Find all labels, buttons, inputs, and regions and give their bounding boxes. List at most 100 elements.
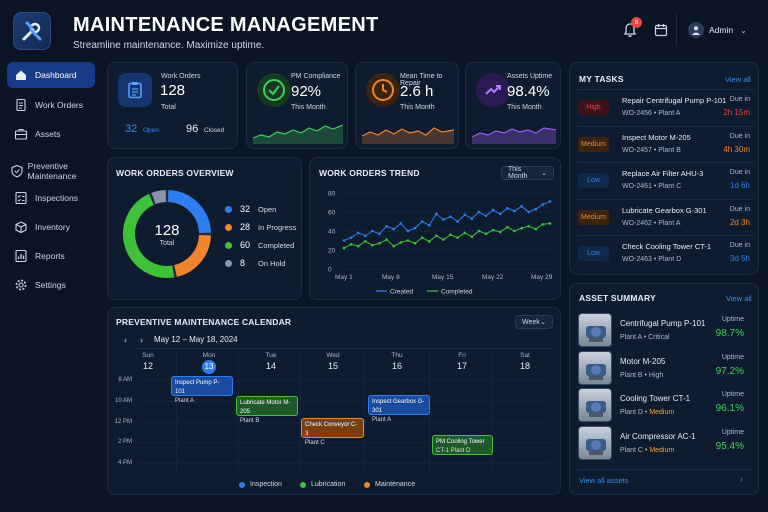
data-point-created (513, 209, 516, 213)
x-tick-label: May 29 (531, 274, 553, 281)
event-sub: Plant B (240, 418, 260, 424)
y-tick-label: 20 (328, 248, 336, 255)
data-point-completed (449, 233, 452, 237)
data-point-completed (420, 236, 424, 239)
asset-item[interactable]: Cooling Tower CT-1 Plant D • Medium Uptime… (578, 388, 754, 424)
sparkline-uptime (472, 127, 556, 144)
day-name: Thu (391, 352, 403, 359)
calendar-day-fri[interactable]: Fri 17 (431, 352, 493, 371)
calendar-event[interactable]: Inspect Gearbox G-301 Plant A (368, 395, 430, 423)
trend-range-select[interactable]: This Month ⌄ (501, 166, 554, 180)
day-name: Tue (265, 352, 277, 359)
data-point-created (456, 220, 459, 223)
data-point-completed (427, 240, 431, 243)
data-point-created (548, 200, 552, 203)
event-sub: Plant A (175, 398, 195, 404)
column-divider (176, 350, 177, 472)
kpi-pm-compliance[interactable]: PM Compliance 92% This Month (246, 62, 348, 149)
data-point-created (385, 224, 388, 228)
calendar-event[interactable]: Check Conveyor C-3 Plant C (301, 418, 364, 446)
calendar-icon (654, 24, 668, 37)
data-point-created (378, 232, 381, 236)
sidebar-item-inspections[interactable]: Inspections (7, 185, 95, 211)
calendar-button[interactable] (654, 23, 668, 42)
sidebar-item-reports[interactable]: Reports (7, 243, 95, 269)
prev-week-button[interactable]: ‹ (124, 335, 127, 345)
sidebar-item-preventive-maintenance[interactable]: Preventive Maintenance (7, 154, 95, 188)
asset-item[interactable]: Air Compressor AC-1 Plant C • Medium Uptim… (578, 425, 754, 462)
sidebar-item-work-orders[interactable]: Work Orders (7, 92, 95, 118)
calendar-day-mon[interactable]: Mon 13 (178, 352, 240, 374)
kpi-work-orders[interactable]: Work Orders 128 Total 32 Open 96 Closed (107, 62, 238, 149)
kpi-mttr[interactable]: Mean Time to Repair 2.6 h This Month (355, 62, 459, 149)
user-menu[interactable]: Admin ⌄ (688, 22, 747, 38)
uptime-label: Uptime (721, 353, 744, 361)
priority-badge: Low (578, 173, 609, 188)
sidebar-item-dashboard[interactable]: Dashboard (7, 62, 95, 88)
legend-item-in-progress: 28 In Progress (225, 222, 296, 232)
task-item[interactable]: Medium Inspect Motor M-205 WO-2457 • Plant… (578, 125, 754, 162)
sidebar-item-inventory[interactable]: Inventory (7, 214, 95, 240)
donut-slice-completed (123, 193, 175, 278)
task-item[interactable]: High Repair Centrifugal Pump P-101 WO-2456… (578, 89, 754, 125)
kpi-uptime[interactable]: Assets Uptime 98.4% This Month (465, 62, 561, 149)
calendar-event[interactable]: Lubricate Motor M-205 Plant B (236, 396, 298, 424)
asset-item[interactable]: Centrifugal Pump P-101 Plant A • Critical… (578, 313, 754, 349)
calendar-day-wed[interactable]: Wed 15 (302, 352, 364, 371)
kpi-label: Work Orders (161, 73, 201, 80)
data-point-completed (385, 238, 388, 241)
uptime-label: Uptime (721, 316, 744, 323)
priority-badge: Medium (578, 209, 609, 225)
calendar-day-thu[interactable]: Thu 16 (366, 352, 428, 371)
day-name: Mon (202, 352, 216, 359)
overview-title: WORK ORDERS OVERVIEW (116, 168, 234, 178)
time-label: 4 PM (117, 460, 132, 466)
data-point-completed (513, 229, 516, 233)
calendar-view-select[interactable]: Week ⌄ (515, 315, 553, 329)
time-gridline (137, 463, 551, 464)
calendar-day-tue[interactable]: Tue 14 (240, 352, 302, 371)
asset-item[interactable]: Motor M-205 Plant B • High Uptime 97.2% (578, 350, 754, 387)
sidebar-item-assets[interactable]: Assets (7, 121, 95, 147)
uptime-label: Uptime (721, 391, 744, 398)
task-item[interactable]: Medium Lubricate Gearbox G-301 WO-2462 • P… (578, 198, 754, 235)
legend-label: Completed (258, 240, 295, 250)
sidebar-item-label: Dashboard (35, 70, 77, 80)
chevron-right-icon[interactable]: › (740, 474, 743, 484)
asset-meta: Plant D • Medium (620, 409, 674, 416)
asset-criticality: Critical (648, 334, 670, 341)
view-all-assets-link[interactable]: View all assets (579, 476, 629, 485)
task-due-value: 3d 5h (729, 254, 750, 263)
data-point-completed (392, 244, 396, 248)
box-icon (7, 220, 35, 234)
data-point-created (470, 217, 474, 220)
calendar-day-sun[interactable]: Sun 12 (117, 352, 179, 371)
data-point-created (435, 212, 438, 216)
calendar-day-sat[interactable]: Sat 18 (494, 352, 556, 371)
data-point-created (406, 229, 410, 233)
legend-item-completed: 60 Completed (225, 240, 294, 250)
calendar-event[interactable]: Inspect Pump P-101 Plant A (171, 376, 233, 404)
uptime-value: 98.7% (715, 328, 744, 339)
assets-view-all-link[interactable]: View all (726, 294, 752, 303)
task-item[interactable]: Low Replace Air Filter AHU-3 WO-2461 • Pla… (578, 162, 754, 198)
day-name: Wed (326, 352, 340, 359)
next-week-button[interactable]: › (140, 335, 143, 345)
separator: • (642, 446, 650, 454)
task-sub: WO-2456 • Plant A (622, 110, 681, 117)
tasks-view-all-link[interactable]: View all (725, 75, 751, 84)
data-point-completed (456, 236, 459, 239)
asset-name: Air Compressor AC-1 (620, 431, 696, 441)
legend-label: Lubrication (311, 481, 346, 488)
data-point-completed (534, 227, 538, 231)
legend-created: Created (390, 289, 414, 296)
calendar-event[interactable]: PM Cooling Tower CT-1 Plant D (432, 435, 493, 455)
legend-dot (364, 481, 370, 488)
notifications-button[interactable]: 8 (622, 17, 642, 38)
data-point-completed (349, 243, 353, 246)
task-sub: WO-2457 • Plant B (622, 146, 681, 154)
gear-icon (7, 278, 35, 292)
sidebar-item-settings[interactable]: Settings (7, 272, 95, 298)
data-point-completed (484, 232, 488, 236)
task-item[interactable]: Low Check Cooling Tower CT-1 WO-2463 • Pla… (578, 235, 754, 271)
